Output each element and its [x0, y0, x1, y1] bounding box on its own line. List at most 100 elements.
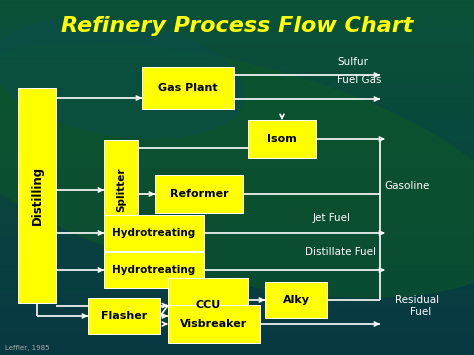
Bar [0, 84, 474, 86]
Bar [0, 269, 474, 271]
Bar [0, 305, 474, 306]
Text: Distilling: Distilling [30, 166, 44, 225]
Bar [0, 265, 474, 266]
Bar [0, 191, 474, 193]
Bar [0, 324, 474, 326]
Bar [0, 309, 474, 311]
Bar [0, 33, 474, 35]
Bar [0, 64, 474, 65]
FancyBboxPatch shape [168, 278, 248, 333]
Bar [0, 209, 474, 211]
Bar [0, 247, 474, 248]
Bar [0, 58, 474, 60]
Bar [0, 300, 474, 301]
Bar [0, 39, 474, 40]
Bar [0, 180, 474, 182]
Bar [0, 318, 474, 319]
Bar [0, 302, 474, 304]
Bar [0, 349, 474, 351]
Bar [0, 147, 474, 148]
Bar [0, 71, 474, 72]
Bar [0, 228, 474, 229]
Bar [0, 219, 474, 220]
Bar [0, 218, 474, 219]
Bar [0, 151, 474, 153]
Bar [0, 20, 474, 21]
Bar [0, 272, 474, 273]
Bar [0, 111, 474, 112]
Bar [0, 320, 474, 322]
Bar [0, 315, 474, 316]
Bar [0, 15, 474, 17]
Bar [0, 23, 474, 25]
Text: Gas Plant: Gas Plant [158, 83, 218, 93]
Bar [0, 43, 474, 44]
Bar [0, 229, 474, 230]
Bar [0, 104, 474, 105]
Text: Splitter: Splitter [116, 168, 126, 212]
Bar [0, 92, 474, 93]
Text: Residual: Residual [395, 295, 439, 305]
Bar [0, 159, 474, 161]
Bar [0, 44, 474, 46]
Bar [0, 197, 474, 198]
Bar [0, 101, 474, 103]
Bar [0, 239, 474, 240]
Bar [0, 283, 474, 284]
Bar [0, 105, 474, 107]
Bar [0, 243, 474, 244]
Bar [0, 230, 474, 231]
Bar [0, 337, 474, 338]
Text: Hydrotreating: Hydrotreating [112, 265, 196, 275]
Ellipse shape [0, 43, 474, 298]
Bar [0, 97, 474, 98]
Bar [0, 280, 474, 282]
Bar [0, 212, 474, 214]
Bar [0, 333, 474, 334]
Bar [0, 107, 474, 108]
Bar [0, 322, 474, 323]
Bar [0, 257, 474, 258]
Bar [0, 211, 474, 212]
Text: Visbreaker: Visbreaker [181, 319, 247, 329]
Bar [0, 37, 474, 39]
Bar [0, 187, 474, 189]
FancyBboxPatch shape [265, 282, 327, 318]
Bar [0, 340, 474, 341]
Bar [0, 334, 474, 335]
Bar [0, 94, 474, 96]
Bar [0, 25, 474, 26]
Bar [0, 12, 474, 14]
Bar [0, 290, 474, 291]
Bar [0, 10, 474, 11]
Bar [0, 143, 474, 144]
Bar [0, 345, 474, 347]
Bar [0, 245, 474, 247]
Ellipse shape [0, 18, 246, 138]
Bar [0, 258, 474, 259]
Bar [0, 146, 474, 147]
Bar [0, 26, 474, 28]
Bar [0, 127, 474, 129]
FancyBboxPatch shape [104, 140, 138, 240]
Bar [0, 164, 474, 165]
Bar [0, 311, 474, 312]
Bar [0, 291, 474, 293]
Bar [0, 133, 474, 135]
Bar [0, 282, 474, 283]
Bar [0, 18, 474, 20]
Bar [0, 277, 474, 279]
Bar [0, 75, 474, 76]
Bar [0, 53, 474, 54]
Bar [0, 57, 474, 58]
Bar [0, 144, 474, 146]
Bar [0, 273, 474, 274]
Bar [0, 225, 474, 226]
Bar [0, 279, 474, 280]
Bar [0, 119, 474, 121]
Bar [0, 344, 474, 345]
Bar [0, 170, 474, 172]
Bar [0, 148, 474, 150]
Bar [0, 31, 474, 32]
Bar [0, 122, 474, 124]
